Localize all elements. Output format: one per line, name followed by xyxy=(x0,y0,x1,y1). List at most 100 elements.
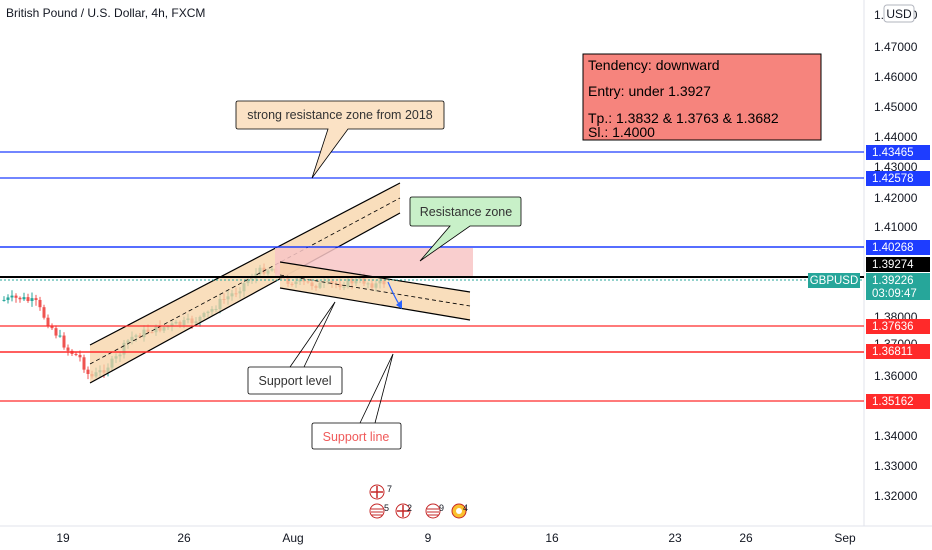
callout-support-level[interactable]: Support level xyxy=(247,301,343,395)
price-tag-label: 1.43465 xyxy=(872,147,914,159)
event-flag-us[interactable]: 9 xyxy=(425,503,444,519)
price-tick: 1.47000 xyxy=(874,40,918,54)
price-tag-label: 1.40268 xyxy=(872,242,914,254)
price-tag-support[interactable]: 1.35162 xyxy=(866,394,930,409)
current-symbol: GBPUSD xyxy=(810,275,859,287)
price-tag-support[interactable]: 1.36811 xyxy=(866,344,930,359)
falling-channel-bottom xyxy=(279,287,471,321)
price-tick: 1.41000 xyxy=(874,220,918,234)
price-tag-label: 1.39274 xyxy=(872,259,914,271)
candle-body xyxy=(34,298,38,300)
price-tag-last[interactable]: 1.39274 xyxy=(866,257,930,272)
economic-events[interactable]: 7 5 2 9 4 xyxy=(369,484,468,519)
price-tag-resistance[interactable]: 1.43465 xyxy=(866,145,930,160)
price-tag-label: 1.35162 xyxy=(872,396,914,408)
candle-body xyxy=(6,297,10,300)
price-tick: 1.34000 xyxy=(874,429,918,443)
rising-channel-bottom xyxy=(89,212,401,384)
uk-flag-icon xyxy=(371,486,383,498)
uk-flag-icon xyxy=(397,505,409,517)
candle-body xyxy=(66,347,70,351)
candle-body xyxy=(38,299,42,308)
rising-channel-top xyxy=(89,182,401,346)
time-label: 26 xyxy=(739,531,753,545)
time-label: 23 xyxy=(668,531,682,545)
candle-body xyxy=(86,369,90,374)
event-flag-eu[interactable]: 4 xyxy=(451,503,468,519)
candle-body xyxy=(46,317,50,327)
event-count: 5 xyxy=(384,503,389,513)
candle-body xyxy=(54,328,58,336)
price-axis[interactable]: 1.48000 1.47000 1.46000 1.45000 1.44000 … xyxy=(874,8,918,503)
candle-body xyxy=(10,295,14,298)
candle-body xyxy=(62,335,66,348)
price-tick: 1.42000 xyxy=(874,191,918,205)
us-flag-icon xyxy=(371,508,383,516)
chart-title: British Pound / U.S. Dollar, 4h, FXCM xyxy=(6,6,205,20)
price-tick: 1.45000 xyxy=(874,100,918,114)
support-level-pointer-a xyxy=(289,301,336,368)
callout-resistance-zone-text: Resistance zone xyxy=(420,205,512,219)
current-countdown: 03:09:47 xyxy=(872,288,917,300)
current-price-value: 1.39226 xyxy=(872,275,914,287)
price-tag-resistance[interactable]: 1.40268 xyxy=(866,240,930,255)
candle-body xyxy=(30,298,34,301)
price-tick: 1.43000 xyxy=(874,160,918,174)
price-tick: 1.36000 xyxy=(874,369,918,383)
time-label: Aug xyxy=(282,531,303,545)
us-flag-icon xyxy=(427,508,439,516)
support-line-pointer-b xyxy=(374,353,394,424)
candle-body xyxy=(50,326,54,329)
price-tag-label: 1.42578 xyxy=(872,173,914,185)
time-label: Sep xyxy=(834,531,856,545)
time-label: 9 xyxy=(425,531,432,545)
time-axis[interactable]: 19 26 Aug 9 16 23 26 Sep xyxy=(56,531,856,545)
callout-support-line-text: Support line xyxy=(323,430,390,444)
info-entry: Entry: under 1.3927 xyxy=(588,83,711,99)
price-tick: 1.46000 xyxy=(874,70,918,84)
price-tick: 1.33000 xyxy=(874,459,918,473)
rising-channel-mid xyxy=(89,197,401,365)
rising-channel-fill xyxy=(90,183,400,383)
candle-body xyxy=(42,307,46,318)
support-level-pointer-b xyxy=(303,301,336,368)
currency-button-label: USD xyxy=(886,7,912,21)
event-flag-uk[interactable]: 2 xyxy=(395,503,412,519)
candle-body xyxy=(18,297,22,300)
info-tp: Tp.: 1.3832 & 1.3763 & 1.3682 xyxy=(588,110,779,126)
candle-body xyxy=(78,354,82,358)
trade-info-box[interactable]: Tendency: downward Entry: under 1.3927 T… xyxy=(582,53,822,141)
price-tag-resistance[interactable]: 1.42578 xyxy=(866,171,930,186)
event-count: 2 xyxy=(407,503,412,513)
current-price-tag[interactable]: GBPUSD 1.39226 03:09:47 xyxy=(808,273,930,300)
price-tick: 1.44000 xyxy=(874,130,918,144)
time-label: 26 xyxy=(177,531,191,545)
event-count: 4 xyxy=(463,503,468,513)
candle-body xyxy=(26,297,30,301)
time-label: 16 xyxy=(545,531,559,545)
candle-body xyxy=(74,353,78,355)
currency-button[interactable]: USD xyxy=(883,4,915,23)
time-label: 19 xyxy=(56,531,70,545)
price-tag-label: 1.37636 xyxy=(872,321,914,333)
candle-body xyxy=(22,297,26,300)
support-line-pointer-a xyxy=(359,353,394,424)
event-count: 7 xyxy=(387,484,392,494)
callout-resistance-2018[interactable]: strong resistance zone from 2018 xyxy=(235,100,445,179)
candle-body xyxy=(14,295,18,298)
callout-support-line[interactable]: Support line xyxy=(311,353,402,450)
event-count: 9 xyxy=(439,503,444,513)
price-tag-support[interactable]: 1.37636 xyxy=(866,319,930,334)
down-arrow-head-icon xyxy=(396,300,402,309)
callout-resistance-zone[interactable]: Resistance zone xyxy=(409,196,522,262)
info-tendency: Tendency: downward xyxy=(588,57,720,73)
price-tick: 1.32000 xyxy=(874,489,918,503)
info-sl: Sl.: 1.4000 xyxy=(588,124,655,140)
event-flag-us[interactable]: 5 xyxy=(369,503,389,519)
callout-resistance-2018-text: strong resistance zone from 2018 xyxy=(247,108,433,122)
candle-body xyxy=(82,357,86,370)
eu-flag-icon xyxy=(456,508,462,514)
event-flag-uk[interactable]: 7 xyxy=(369,484,392,500)
callout-support-level-text: Support level xyxy=(259,374,332,388)
